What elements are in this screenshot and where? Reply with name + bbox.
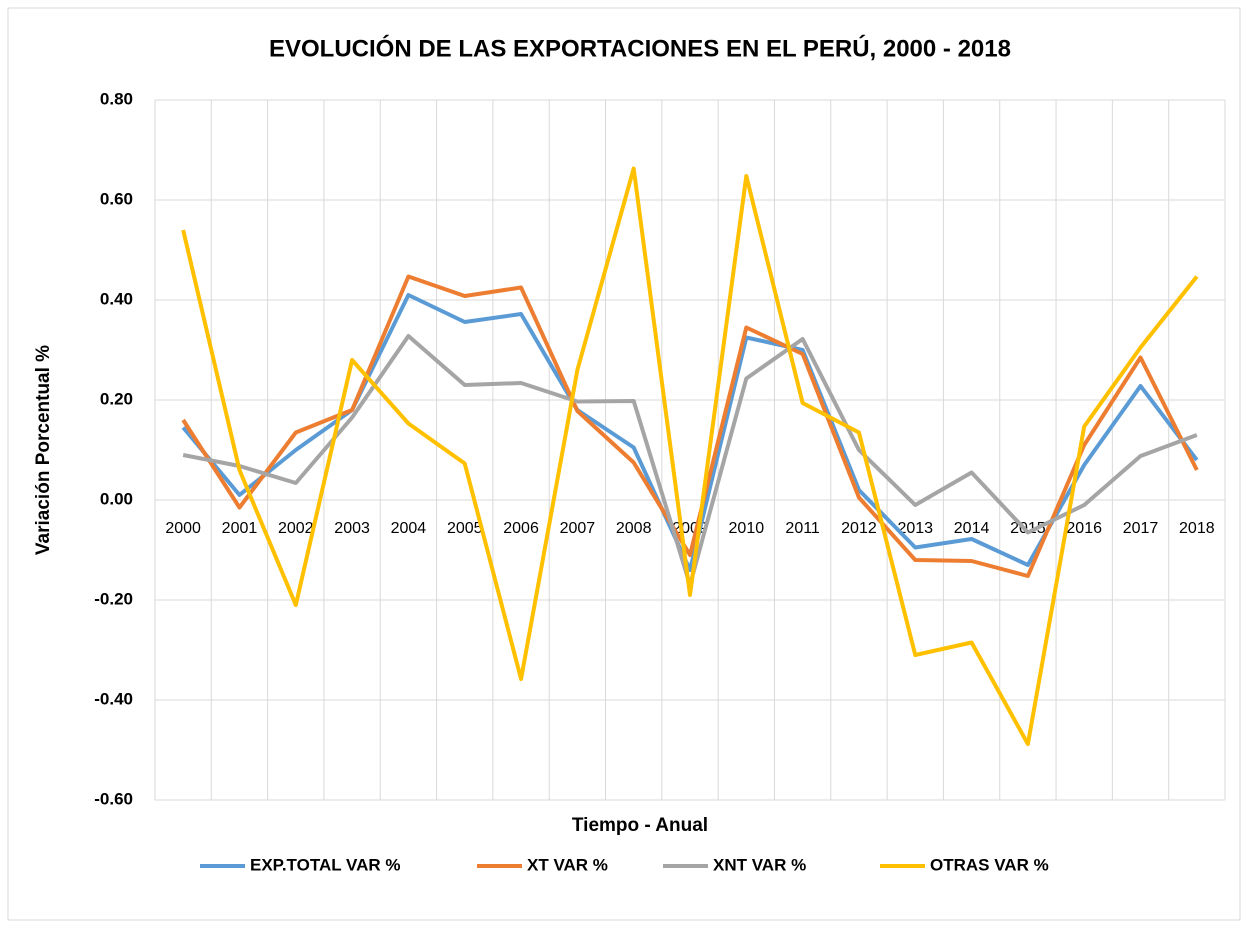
y-tick-label: -0.60 — [94, 789, 133, 808]
x-tick-label: 2018 — [1179, 520, 1215, 537]
x-axis-label: Tiempo - Anual — [572, 815, 708, 836]
x-tick-label: 2015 — [1010, 520, 1046, 537]
y-tick-label: 0.60 — [100, 189, 133, 208]
y-tick-label: 0.40 — [100, 289, 133, 308]
chart-title: EVOLUCIÓN DE LAS EXPORTACIONES EN EL PER… — [269, 34, 1011, 62]
x-tick-label: 2011 — [785, 520, 820, 537]
x-tick-label: 2014 — [954, 520, 990, 537]
y-tick-label: -0.40 — [94, 689, 133, 708]
x-tick-label: 2002 — [278, 520, 314, 537]
x-tick-label: 2005 — [447, 520, 483, 537]
legend-label: OTRAS VAR % — [930, 855, 1049, 874]
legend-label: EXP.TOTAL VAR % — [250, 855, 401, 874]
x-tick-label: 2006 — [503, 520, 539, 537]
x-tick-label: 2013 — [897, 520, 933, 537]
legend-label: XT VAR % — [527, 855, 608, 874]
x-tick-label: 2004 — [391, 520, 427, 537]
y-tick-label: -0.20 — [94, 589, 133, 608]
x-tick-label: 2007 — [560, 520, 596, 537]
chart-border — [7, 7, 1241, 921]
x-tick-label: 2016 — [1066, 520, 1102, 537]
series-line — [181, 166, 1199, 746]
y-tick-label: 0.80 — [100, 89, 133, 108]
y-tick-label: 0.20 — [100, 389, 133, 408]
y-axis-label: Variación Porcentual % — [33, 345, 54, 555]
x-tick-label: 2012 — [841, 520, 877, 537]
x-tick-label: 2001 — [222, 520, 258, 537]
series-line — [181, 274, 1199, 578]
legend-label: XNT VAR % — [713, 855, 806, 874]
x-tick-label: 2017 — [1123, 520, 1159, 537]
x-tick-label: 2003 — [334, 520, 370, 537]
x-tick-label: 2000 — [165, 520, 201, 537]
x-tick-label: 2008 — [616, 520, 652, 537]
x-tick-label: 2010 — [729, 520, 765, 537]
y-tick-label: 0.00 — [100, 489, 133, 508]
